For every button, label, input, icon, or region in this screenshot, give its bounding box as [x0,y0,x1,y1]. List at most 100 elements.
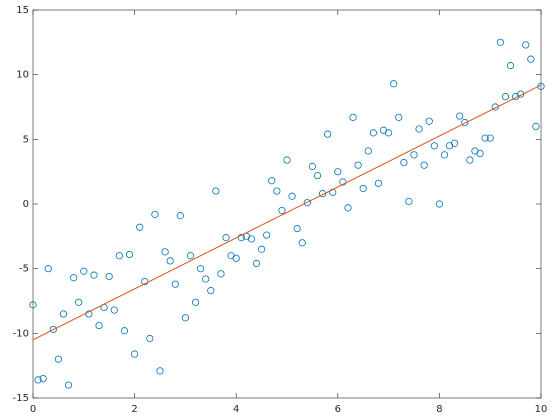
point [146,334,154,343]
x-tick-label: 2 [131,404,137,415]
point [34,376,42,384]
point [252,259,261,268]
y-tick-label: 15 [16,5,29,16]
point [456,112,464,120]
y-tick-label: -10 [13,328,29,339]
point [237,234,245,242]
point [191,298,200,306]
x-tick-label: 10 [535,404,548,415]
point [369,129,377,137]
point [181,314,189,322]
point [120,327,129,335]
point [324,130,332,138]
point [232,254,240,262]
point [288,192,296,200]
point [298,239,306,247]
point [440,151,449,159]
point [334,168,342,176]
y-tick-label: 0 [23,199,29,210]
point [344,204,352,212]
y-tick-label: 5 [23,134,29,145]
point [425,117,433,125]
point [481,134,489,142]
point [105,272,113,281]
point [420,161,428,169]
point [207,287,215,295]
point [268,177,276,185]
point [461,118,469,127]
x-tick-label: 0 [30,404,36,415]
point [293,224,301,233]
point [318,190,327,198]
point [308,162,316,171]
y-tick-label: -5 [19,264,29,275]
point [95,321,103,330]
point [247,235,256,243]
point [125,250,134,259]
point [39,374,47,383]
point [390,80,398,88]
point [90,271,98,279]
point [506,62,515,70]
point [496,38,504,46]
point [400,159,408,167]
point [273,187,281,195]
point [212,187,220,195]
point [115,252,123,260]
point [110,306,118,314]
point [64,381,73,389]
point [171,280,179,288]
point [522,41,530,49]
point [131,350,139,358]
fit-line [32,84,542,341]
point [59,310,68,318]
point [257,245,266,253]
point [405,197,413,206]
point [151,210,159,218]
point [491,103,499,111]
point [349,113,357,121]
point [476,149,484,158]
point [527,55,535,63]
point [374,179,383,187]
point [384,129,393,137]
point [395,113,403,121]
point [278,206,286,215]
point [435,200,443,208]
point [451,139,459,147]
point [156,367,164,375]
point [49,325,57,334]
y-tick-label: 10 [16,70,29,81]
point [303,199,311,207]
point [430,142,438,150]
point [202,275,210,283]
point [359,184,367,193]
point [197,265,205,273]
point [80,267,88,275]
point [415,125,423,133]
point [217,270,225,278]
point [75,298,83,306]
point [364,147,372,155]
point [313,171,322,180]
point [29,301,37,309]
point [466,156,474,164]
point [354,161,362,169]
point [70,274,78,282]
point [283,156,291,164]
x-tick-label: 8 [436,404,442,415]
x-tick-label: 4 [233,404,239,415]
point [532,122,540,131]
point [161,248,169,256]
point [501,93,510,101]
point [222,234,230,242]
point [54,355,63,363]
point [44,265,52,273]
point [263,231,271,239]
plot-frame [32,9,542,399]
point [186,252,195,260]
point [339,178,347,186]
y-tick-label: -15 [13,393,29,404]
point [176,212,184,220]
